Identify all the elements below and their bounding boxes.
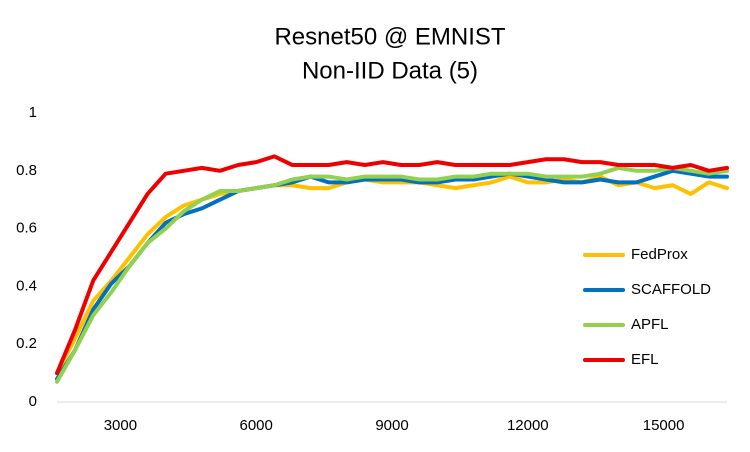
chart-subtitle: Non-IID Data (5) bbox=[302, 57, 478, 84]
line-series bbox=[55, 165, 729, 384]
y-tick-label: 0.2 bbox=[16, 335, 37, 352]
line-series bbox=[55, 174, 729, 376]
y-tick-label: 0.8 bbox=[16, 162, 37, 179]
line-series bbox=[55, 154, 729, 376]
line-series bbox=[55, 168, 729, 381]
y-tick-label: 0 bbox=[29, 393, 37, 410]
x-tick-label: 6000 bbox=[240, 417, 273, 434]
x-tick-label: 12000 bbox=[507, 417, 549, 434]
y-tick-label: 0.4 bbox=[16, 277, 37, 294]
y-tick-label: 1 bbox=[29, 104, 37, 121]
legend-label: SCAFFOLD bbox=[631, 281, 711, 298]
y-tick-label: 0.6 bbox=[16, 220, 37, 237]
legend-label: EFL bbox=[631, 351, 659, 368]
chart-title: Resnet50 @ EMNIST bbox=[274, 23, 505, 50]
x-tick-label: 9000 bbox=[375, 417, 408, 434]
legend-label: APFL bbox=[631, 316, 669, 333]
legend-label: FedProx bbox=[631, 246, 688, 263]
x-tick-label: 15000 bbox=[643, 417, 685, 434]
x-tick-label: 3000 bbox=[104, 417, 137, 434]
